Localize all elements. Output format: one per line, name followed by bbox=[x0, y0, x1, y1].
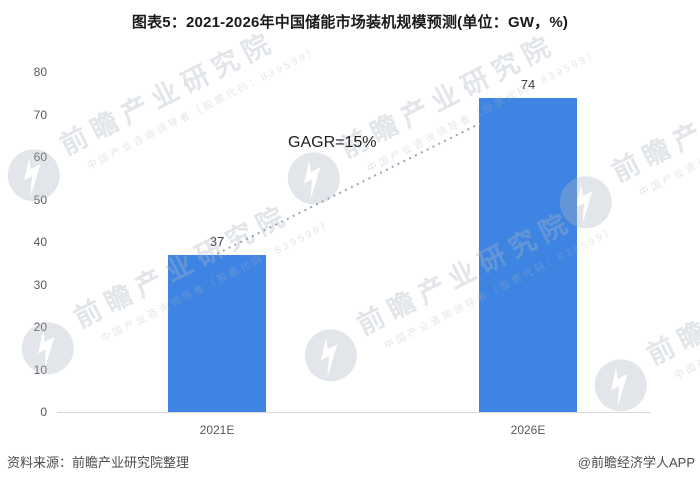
watermark-subtext: 中国产业咨询领导者（股票代码：839599） bbox=[672, 254, 700, 383]
y-axis-tick-label: 40 bbox=[33, 235, 47, 249]
x-axis-category-label: 2021E bbox=[199, 423, 235, 437]
y-axis-tick-label: 80 bbox=[33, 65, 47, 79]
y-axis-tick-label: 50 bbox=[33, 192, 47, 207]
bar-2026E bbox=[479, 97, 577, 412]
bar-value-label: 37 bbox=[209, 233, 225, 249]
watermark-subtext: 中国产业咨询领导者（股票代码：839599） bbox=[85, 44, 322, 173]
watermark-text: 前瞻产业研究院 bbox=[607, 52, 700, 188]
source-note: 资料来源：前瞻产业研究院整理 bbox=[7, 455, 190, 470]
y-axis-tick-label: 10 bbox=[33, 362, 47, 377]
watermark: 前瞻产业研究院 中国产业咨询领导者（股票代码：839599） bbox=[582, 214, 700, 421]
x-axis-line bbox=[57, 412, 651, 413]
y-axis-tick-label: 0 bbox=[40, 405, 47, 419]
bar-value-label: 74 bbox=[520, 76, 536, 92]
x-axis-category-label: 2026E bbox=[510, 423, 546, 437]
company-logo-icon bbox=[594, 359, 647, 412]
watermark-text: 前瞻产业研究院 bbox=[642, 235, 700, 371]
brand-note: @前瞻经济学人APP bbox=[577, 455, 695, 470]
y-axis-tick-label: 30 bbox=[33, 277, 47, 292]
chart-title: 图表5：2021-2026年中国储能市场装机规模预测(单位：GW，%) bbox=[131, 14, 569, 31]
y-axis-tick-label: 60 bbox=[33, 150, 47, 164]
cagr-annotation: GAGR=15% bbox=[288, 134, 377, 151]
company-logo-icon bbox=[287, 152, 340, 205]
bar-2021E bbox=[168, 254, 266, 412]
company-logo-icon bbox=[304, 329, 357, 382]
y-axis-tick-label: 20 bbox=[33, 320, 47, 334]
y-axis-tick-label: 70 bbox=[33, 107, 47, 122]
watermark: 前瞻产业研究院 中国产业咨询领导者（股票代码：839599） bbox=[0, 4, 323, 211]
watermark-subtext: 中国产业咨询领导者（股票代码：839599） bbox=[637, 71, 700, 200]
